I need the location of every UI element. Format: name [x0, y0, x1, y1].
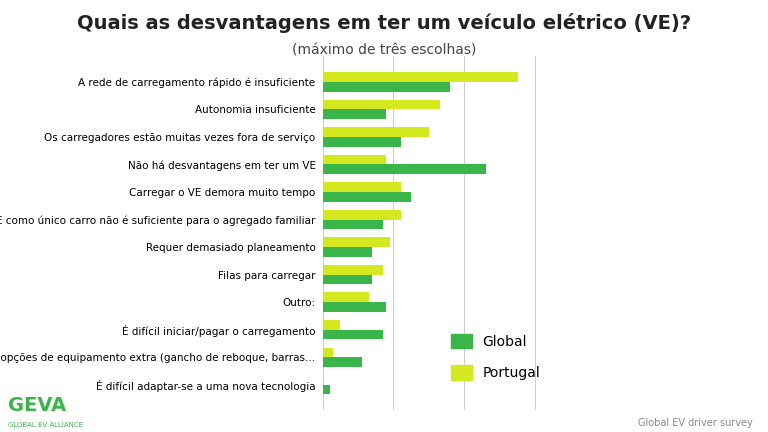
Text: (máximo de três escolhas): (máximo de três escolhas): [292, 43, 476, 57]
Bar: [323, 109, 386, 119]
Bar: [323, 192, 411, 202]
Bar: [323, 320, 340, 330]
Bar: [323, 384, 329, 394]
Legend: Global, Portugal: Global, Portugal: [445, 328, 546, 386]
Bar: [323, 238, 390, 247]
Text: Quais as desvantagens em ter um veículo elétrico (VE)?: Quais as desvantagens em ter um veículo …: [77, 13, 691, 33]
Bar: [323, 82, 450, 92]
Bar: [323, 330, 382, 339]
Text: GEVA: GEVA: [8, 396, 66, 415]
Bar: [323, 347, 333, 357]
Text: Global EV driver survey: Global EV driver survey: [638, 418, 753, 428]
Bar: [323, 247, 372, 257]
Bar: [323, 100, 439, 109]
Bar: [323, 72, 518, 82]
Bar: [323, 127, 429, 137]
Bar: [323, 357, 362, 367]
Bar: [323, 292, 369, 302]
Text: GLOBAL EV ALLIANCE: GLOBAL EV ALLIANCE: [8, 422, 83, 428]
Bar: [323, 182, 401, 192]
Bar: [323, 265, 382, 275]
Bar: [323, 302, 386, 312]
Bar: [323, 219, 382, 229]
Bar: [323, 210, 401, 219]
Bar: [323, 165, 485, 174]
Bar: [323, 137, 401, 146]
Bar: [323, 155, 386, 165]
Bar: [323, 275, 372, 284]
